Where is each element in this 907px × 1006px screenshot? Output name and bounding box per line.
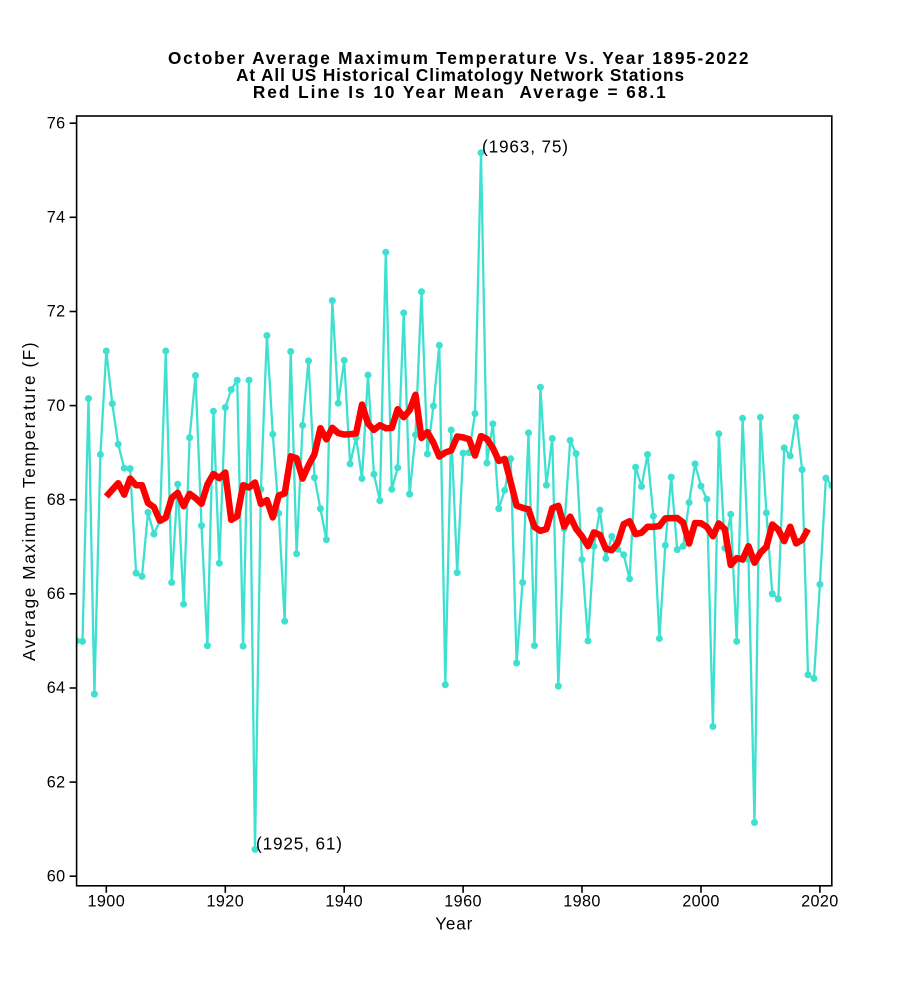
svg-text:64: 64 [47,679,66,697]
svg-text:1920: 1920 [206,892,244,910]
svg-text:At All US Historical Climatolo: At All US Historical Climatology Network… [236,65,685,85]
svg-text:Average Maximum Temperature (F: Average Maximum Temperature (F) [19,341,39,661]
svg-text:74: 74 [47,209,66,227]
svg-text:1900: 1900 [87,892,125,910]
svg-text:62: 62 [47,773,66,791]
svg-text:76: 76 [47,114,66,132]
svg-text:Year: Year [435,913,473,933]
svg-text:October Average Maximum Temper: October Average Maximum Temperature Vs. … [168,48,750,68]
svg-text:1980: 1980 [563,892,601,910]
svg-text:60: 60 [47,867,66,885]
svg-text:1940: 1940 [325,892,363,910]
svg-text:2000: 2000 [682,892,720,910]
svg-text:68: 68 [47,491,66,509]
svg-text:66: 66 [47,585,66,603]
svg-text:70: 70 [47,397,66,415]
svg-text:Red Line Is 10 Year Mean Aver: Red Line Is 10 Year Mean Average = 68.1 [253,82,668,102]
svg-text:(1963, 75): (1963, 75) [482,137,569,157]
svg-text:72: 72 [47,303,66,321]
svg-text:2020: 2020 [801,892,839,910]
svg-text:1960: 1960 [444,892,482,910]
svg-text:(1925, 61): (1925, 61) [256,834,343,854]
